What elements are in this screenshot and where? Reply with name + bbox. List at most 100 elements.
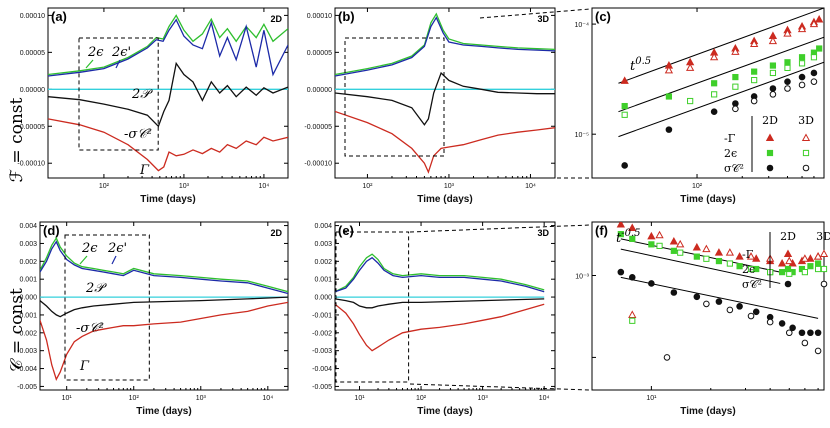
data-point-σ𝒞² 2D [617,268,625,276]
data-point-2ϵ 2D [751,68,758,75]
data-point-2ϵ 3D [747,265,755,273]
y-tick-label: 0.000 [314,295,332,302]
legend-marker [765,133,775,141]
panel-label: (c) [595,9,611,24]
series-annotation: -σ𝒞² [124,127,152,142]
data-point-2ϵ 3D [784,64,791,72]
y-tick-label: 10⁻⁴ [575,22,590,29]
series-annotation: Γ [139,163,150,178]
legend-col-2d: 2D [762,114,778,127]
series-line-Γ [335,303,545,352]
data-point-σ𝒞² 2D [648,280,655,287]
plot-frame [39,221,289,391]
data-point-2ϵ 3D [656,242,663,249]
y-tick-label: -0.001 [17,312,37,319]
data-point-σ𝒞² 2D [710,108,718,116]
series-annotation: 2ϵ' [107,241,127,256]
data-point--Γ 3D [725,248,735,256]
plot-frame [47,7,289,179]
data-point--Γ 2D [628,223,637,232]
dimension-label: 3D [537,14,549,24]
data-point-σ𝒞² 2D [784,78,791,85]
panel-f: (f) Time (days) 10¹ 10⁻³ t-0.5 2D 3D -Γ 2ϵ σ𝒞² [575,221,830,417]
plot-area [335,12,555,174]
data-point-2ϵ 2D [784,59,791,66]
legend-marker [820,265,828,273]
data-point-2ϵ 2D [798,54,806,61]
series-line-2ϵ [335,253,545,293]
row-label-bottom: 𝒞 = const [7,288,27,372]
y-tick-label: 0.000 [19,295,37,302]
data-point-σ𝒞² 2D [665,126,673,133]
dimension-label: 2D [270,14,282,24]
data-point-σ𝒞² 2D [807,329,814,337]
legend-row-label: σ𝒞² [742,278,762,291]
legend-marker [783,249,793,257]
y-tick-label: 0.00010 [307,13,332,20]
data-point--Γ 2D [806,254,815,262]
data-point-2ϵ 2D [693,253,700,260]
data-point-2ϵ 2D [807,263,814,270]
legend-row-label: σ𝒞² [724,162,744,175]
data-point-2ϵ 3D [769,69,777,77]
data-point--Γ 3D [655,230,664,239]
data-point-2ϵ 3D [801,269,808,276]
plot-area [40,236,288,381]
x-tick-label: 10⁴ [262,395,273,402]
plot-area [618,8,824,169]
data-point-σ𝒞² 2D [732,100,739,107]
x-tick-label: 10² [99,183,110,190]
x-tick-label: 10² [416,395,427,402]
y-tick-label: 10⁻³ [575,274,589,281]
series-annotation: Γ [79,359,90,374]
x-tick-label: 10³ [196,395,207,402]
data-point-2ϵ 2D [814,260,822,267]
data-point--Γ 2D [616,222,625,228]
fit-label: t-0.5 [616,228,641,246]
y-tick-label: 10⁻⁵ [575,132,589,139]
data-point-2ϵ 3D [703,255,710,262]
data-point-2ϵ 3D [732,83,739,90]
fit-line [620,248,781,284]
plot-area [48,14,288,172]
x-axis-label: Time (days) [680,194,735,205]
data-point-2ϵ 3D [726,260,733,267]
legend-marker [820,280,828,288]
data-point-σ𝒞² 2D [670,289,678,296]
data-point--Γ 3D [809,19,819,28]
data-point--Γ 2D [647,231,656,240]
y-tick-label: 0.004 [314,223,332,230]
data-point-2ϵ 2D [711,80,718,87]
y-tick-label: 0.00000 [307,87,332,94]
data-point-σ𝒞² 3D [810,78,818,85]
panel-label: (d) [43,223,60,238]
x-axis-label: Time (days) [140,194,195,205]
data-point--Γ 3D [628,310,637,318]
x-tick-label: 10⁴ [539,395,550,402]
y-tick-label: -0.003 [312,348,332,355]
data-point-2ϵ 2D [816,45,823,52]
data-point--Γ 2D [815,14,824,23]
series-line--σ𝒞² [335,71,555,126]
panel-label: (b) [338,9,355,24]
y-tick-label: 0.003 [19,241,37,248]
x-axis-label: Time (days) [417,406,472,417]
fit-label-exponent: -0.5 [621,228,640,239]
x-tick-label: 10³ [179,183,190,190]
data-point-2ϵ 2D [715,257,723,265]
legend-marker [784,280,792,288]
legend-marker [801,133,811,141]
data-point-σ𝒞² 2D [715,298,723,305]
data-point--Γ 3D [783,29,792,37]
dimension-label: 3D [537,228,549,238]
series-line--σ𝒞² [335,298,545,309]
x-tick-label: 10² [362,183,373,190]
annotation-arrow [85,59,94,69]
series-line--σ𝒞² [40,296,288,318]
data-point--Γ 3D [800,254,810,262]
zoom-region [78,37,159,151]
y-tick-label: 0.00005 [307,50,332,57]
data-point-2ϵ 3D [751,76,758,84]
data-point--Γ 2D [669,236,679,245]
x-axis-label: Time (days) [417,194,472,205]
